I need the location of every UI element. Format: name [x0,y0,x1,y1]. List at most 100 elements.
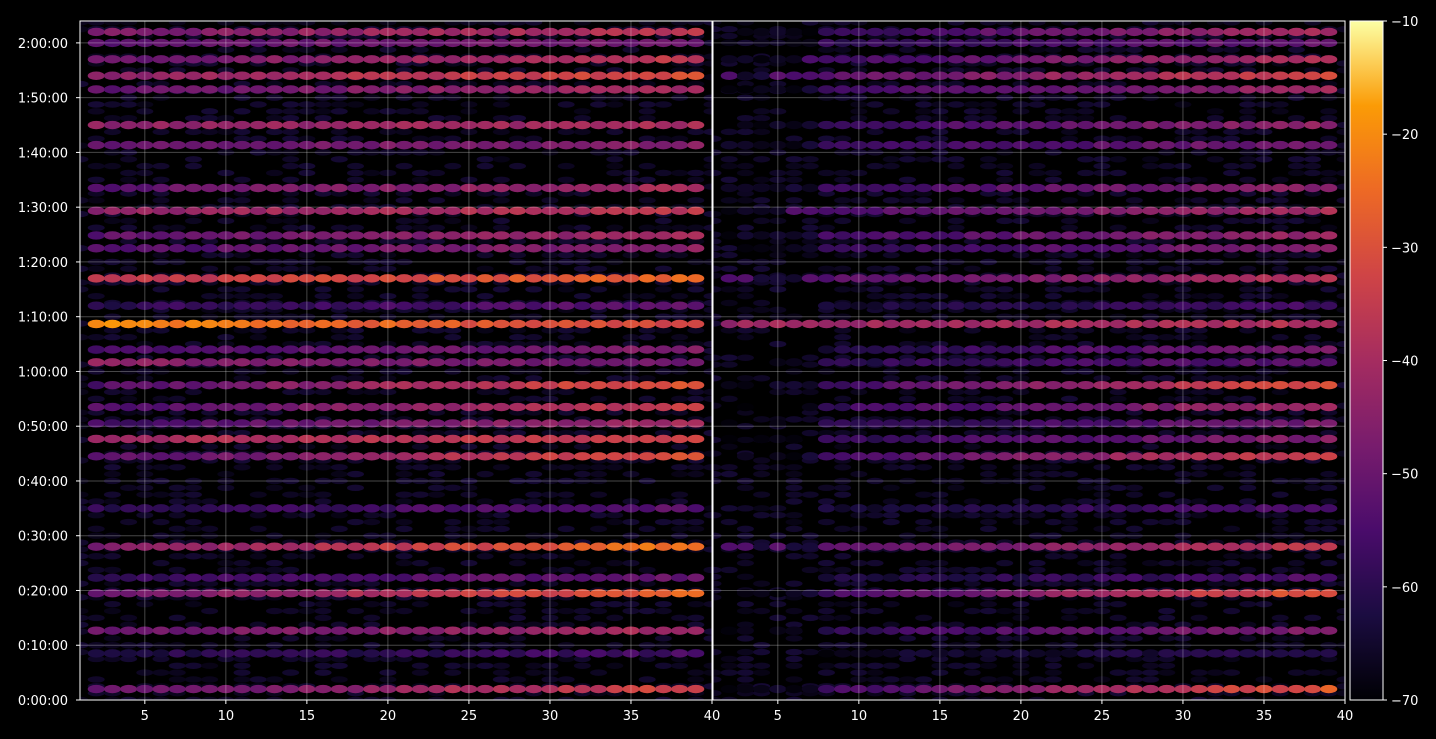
heatmap-cell [931,477,949,485]
heatmap-cell [573,85,591,94]
heatmap-cell [428,491,446,498]
heatmap-cell [898,419,916,428]
heatmap-cell [915,434,933,444]
heatmap-cell [590,286,608,293]
heatmap-cell [363,419,381,428]
heatmap-cell [1271,580,1289,587]
heatmap-cell [1336,676,1345,683]
heatmap-cell [541,358,559,367]
heatmap-cell [898,231,916,240]
heatmap-cell [298,589,316,598]
heatmap-cell [541,244,559,253]
heatmap-cell [201,642,219,649]
heatmap-cell [411,101,429,108]
heatmap-cell [713,354,722,361]
heatmap-cell [233,251,251,259]
heatmap-cell [136,409,154,416]
heatmap-cell [882,419,900,428]
heatmap-cell [947,274,965,283]
heatmap-cell [687,621,705,628]
heatmap-cell [654,409,672,416]
heatmap-cell [1320,149,1338,156]
heatmap-cell [1028,301,1046,310]
heatmap-cell [850,67,868,74]
heatmap-cell [1109,452,1127,461]
heatmap-cell [1223,301,1241,310]
heatmap-cell [428,470,446,478]
heatmap-cell [606,55,624,64]
heatmap-cell [541,197,559,204]
heatmap-cell [509,498,527,505]
heatmap-cell [654,319,672,329]
heatmap-cell [492,573,510,582]
heatmap-cell [379,340,397,348]
heatmap-cell [249,626,267,635]
heatmap-cell [120,55,138,64]
heatmap-cell [834,46,852,53]
heatmap-cell [1158,614,1176,622]
heatmap-cell [1304,504,1322,513]
heatmap-cell [330,38,348,48]
heatmap-cell [1012,429,1030,437]
heatmap-cell [201,589,219,598]
heatmap-cell [753,416,771,423]
heatmap-cell [120,169,138,177]
heatmap-cell [1093,452,1111,461]
heatmap-cell [622,498,640,505]
heatmap-cell [120,368,138,375]
heatmap-cell [282,183,300,193]
heatmap-cell [120,149,138,156]
heatmap-cell [769,306,787,314]
heatmap-cell [1190,388,1208,396]
heatmap-cell [1223,358,1241,367]
heatmap-cell [282,419,300,428]
heatmap-cell [444,525,462,533]
heatmap-cell [330,504,348,513]
heatmap-cell [80,286,89,293]
heatmap-cell [1174,452,1192,461]
heatmap-cell [460,301,478,310]
heatmap-cell [1206,429,1224,437]
heatmap-cell [817,190,835,197]
heatmap-cell [866,477,884,485]
heatmap-cell [1271,274,1289,283]
heatmap-cell [834,443,852,450]
heatmap-cell [201,265,219,272]
heatmap-cell [330,626,348,635]
heatmap-cell [168,238,186,245]
heatmap-cell [671,292,689,300]
heatmap-cell [87,38,105,48]
heatmap-cell [103,452,121,461]
heatmap-cell [509,573,527,582]
heatmap-cell [428,238,446,245]
heatmap-cell [1255,375,1273,382]
heatmap-cell [1304,358,1322,367]
heatmap-cell [590,38,608,48]
heatmap-cell [1093,156,1111,163]
heatmap-cell [444,669,462,676]
heatmap-cell [330,573,348,582]
heatmap-cell [915,135,933,142]
heatmap-cell [1287,206,1305,216]
heatmap-cell [87,676,105,683]
heatmap-cell [120,101,138,108]
heatmap-cell [654,55,672,64]
heatmap-cell [996,94,1014,101]
heatmap-cell [233,669,251,676]
heatmap-cell [509,696,527,700]
heatmap-cell [265,313,283,320]
heatmap-cell [1239,313,1257,320]
heatmap-cell [557,380,575,390]
axes-frame-left [79,20,713,701]
heatmap-cell [476,244,494,253]
heatmap-cell [898,94,916,101]
heatmap-cell [947,80,965,88]
heatmap-cell [850,669,868,676]
heatmap-cell [476,662,494,669]
heatmap-cell [346,169,364,177]
heatmap-cell [80,197,89,204]
heatmap-cell [1142,559,1160,567]
heatmap-cell [136,274,154,283]
heatmap-cell [136,183,154,193]
heatmap-cell [1320,655,1338,663]
